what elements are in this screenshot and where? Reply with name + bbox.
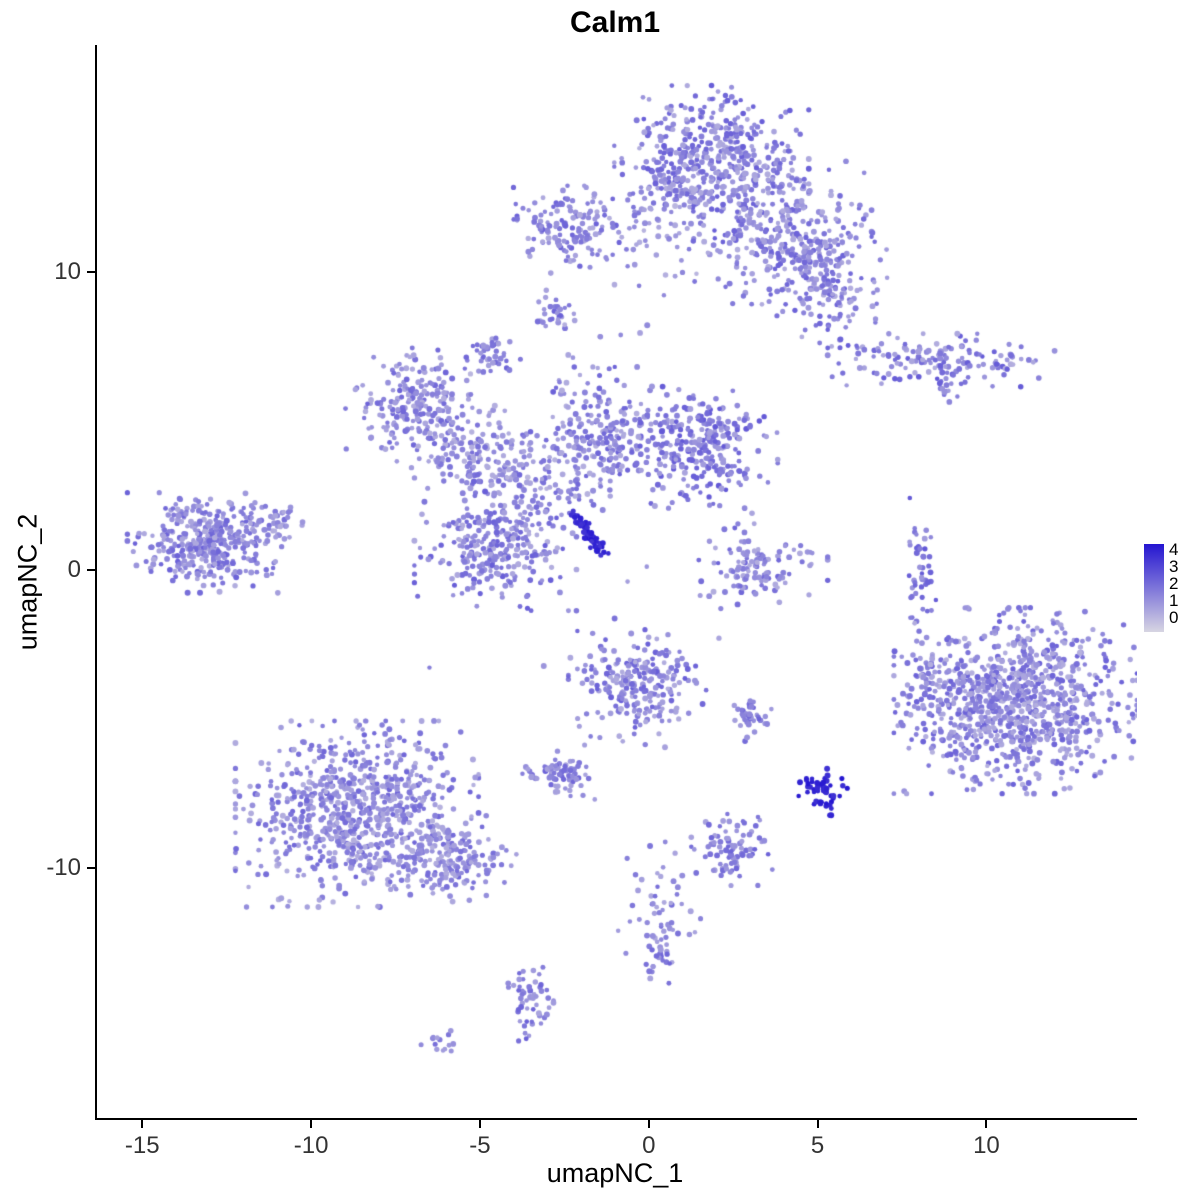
- legend-tick-label: 3: [1169, 557, 1179, 576]
- x-tick-mark: [985, 1120, 988, 1128]
- y-tick-label: -10: [46, 853, 81, 881]
- legend-tick-label: 1: [1169, 591, 1179, 610]
- x-tick-mark: [310, 1120, 313, 1128]
- x-tick-mark: [141, 1120, 144, 1128]
- y-tick-mark: [87, 568, 95, 571]
- colorbar-gradient: [1144, 544, 1164, 632]
- plot-title: Calm1: [569, 6, 661, 39]
- y-tick-label: 10: [54, 257, 81, 285]
- x-tick-mark: [816, 1120, 819, 1128]
- x-tick-label: 0: [642, 1132, 656, 1159]
- x-tick-label: 5: [810, 1132, 825, 1159]
- x-tick-label: -5: [469, 1132, 491, 1159]
- legend-tick-label: 0: [1169, 608, 1179, 627]
- y-tick-mark: [87, 866, 95, 869]
- x-tick-mark: [647, 1120, 650, 1128]
- x-tick-label: -10: [293, 1132, 329, 1159]
- x-tick-label: 10: [973, 1132, 1000, 1159]
- y-tick-mark: [87, 270, 95, 273]
- legend-tick-label: 2: [1169, 574, 1179, 593]
- legend-tick-label: 4: [1169, 540, 1179, 559]
- umap-scatter-canvas: [97, 45, 1137, 1118]
- plot-panel: [95, 45, 1137, 1120]
- y-tick-label: 0: [67, 555, 81, 583]
- x-tick-mark: [478, 1120, 481, 1128]
- x-tick-label: -15: [124, 1132, 160, 1159]
- x-axis-label: umapNC_1: [546, 1158, 684, 1188]
